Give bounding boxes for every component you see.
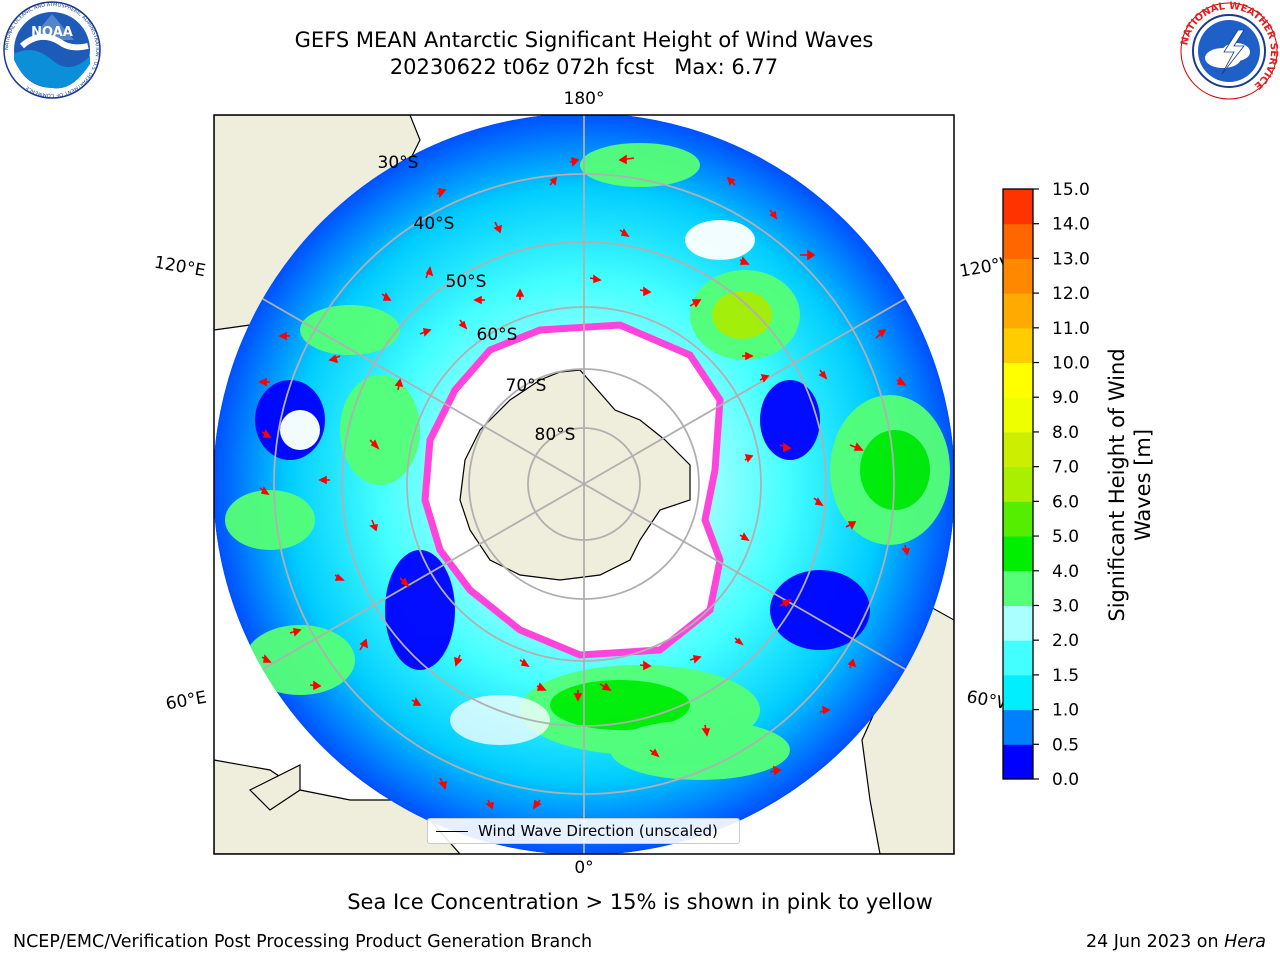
wave-arrow — [689, 655, 702, 664]
graticule — [214, 115, 954, 854]
wave-arrow — [369, 519, 379, 532]
antarctica-land — [459, 369, 691, 581]
nws-logo-icon: NATIONAL WEATHER SERVICE — [1179, 1, 1279, 100]
lat-label: 30°S — [378, 153, 419, 173]
wave-arrow — [800, 249, 816, 261]
wave-arrow — [744, 453, 754, 463]
noaa-logo-text: NOAA — [31, 25, 73, 40]
wave-height-field — [225, 143, 950, 780]
wave-arrow — [734, 637, 744, 646]
wave-arrow — [769, 209, 778, 220]
wave-arrow — [258, 377, 270, 387]
lat-label: 40°S — [414, 214, 455, 234]
footer-credit: NCEP/EMC/Verification Post Processing Pr… — [13, 932, 593, 952]
footer-host: Hera — [1224, 932, 1266, 952]
wave-arrow — [849, 442, 864, 451]
wave-arrow — [458, 319, 468, 330]
wave-arrow — [425, 266, 434, 279]
wave-arrow — [259, 486, 270, 496]
wave-arrow — [493, 221, 503, 234]
wave-arrow — [278, 331, 290, 341]
lon-label-120e: 120°E — [153, 253, 207, 282]
wave-arrow — [473, 295, 485, 305]
wave-arrow — [454, 654, 463, 667]
wave-arrow — [485, 799, 495, 810]
lon-label-60w: 60°W — [965, 687, 1015, 715]
lat-label: 70°S — [506, 376, 547, 396]
wave-arrow — [649, 748, 660, 758]
wave-arrow — [569, 156, 580, 167]
wave-arrow — [359, 638, 369, 651]
wave-arrow — [532, 799, 542, 810]
wave-arrow — [536, 682, 547, 691]
wave-arrow — [328, 354, 341, 364]
wave-arrow — [689, 299, 702, 308]
wave-arrow — [369, 439, 380, 450]
chart-subtitle: 20230622 t06z 072h fcst Max: 6.77 — [389, 55, 779, 79]
lon-label-0: 0° — [574, 858, 593, 878]
map-frame — [213, 114, 955, 855]
wave-arrow — [739, 532, 750, 542]
wave-arrow — [875, 328, 887, 339]
wave-arrow — [515, 288, 525, 300]
wave-arrow — [847, 658, 857, 669]
wave-arrow — [779, 598, 792, 608]
lat-label: 80°S — [535, 425, 576, 445]
wave-direction-arrows — [258, 154, 911, 810]
wave-arrow — [739, 256, 750, 265]
wave-arrow — [309, 680, 322, 691]
wave-arrow — [742, 351, 754, 361]
wave-arrow — [261, 654, 272, 663]
wave-arrow — [436, 188, 447, 198]
wave-arrow — [901, 544, 911, 556]
wave-arrow — [289, 628, 302, 637]
wave-arrow — [399, 577, 410, 588]
wave-arrow — [334, 573, 345, 581]
footer-date: 24 Jun 2023 on Hera — [1086, 932, 1266, 952]
lat-label: 60°S — [477, 325, 518, 345]
lon-label-120w: 120°W — [958, 252, 1019, 282]
legend-label: Wind Wave Direction (unscaled) — [478, 822, 718, 840]
wave-arrow — [619, 228, 630, 238]
madagascar-land — [248, 764, 301, 811]
vector-legend: Wind Wave Direction (unscaled) — [427, 818, 740, 844]
lat-label: 50°S — [446, 272, 487, 292]
wave-arrow — [701, 724, 711, 737]
lon-label-180: 180° — [564, 89, 605, 109]
wave-arrow — [519, 658, 530, 668]
wave-arrow — [759, 373, 770, 383]
wave-arrow — [381, 292, 392, 301]
wave-arrow — [818, 369, 828, 380]
wave-arrow — [769, 765, 782, 776]
wave-arrow — [261, 429, 272, 438]
lon-label-60e: 60°E — [164, 688, 208, 715]
wave-arrow — [419, 328, 432, 337]
wave-arrow — [813, 497, 824, 507]
wave-arrow — [618, 154, 635, 165]
sea-ice-note: Sea Ice Concentration > 15% is shown in … — [347, 890, 933, 914]
wave-arrow — [411, 697, 422, 706]
legend-line-swatch — [436, 830, 468, 832]
chart-title: GEFS MEAN Antarctic Significant Height o… — [294, 28, 874, 52]
wave-arrow — [318, 475, 330, 485]
wave-arrow — [573, 690, 583, 702]
wave-arrow — [845, 521, 857, 530]
wave-arrow — [394, 378, 404, 391]
wave-arrow — [639, 286, 652, 297]
wave-arrow — [896, 376, 907, 387]
wave-arrow — [599, 682, 612, 692]
footer-date-text: 24 Jun 2023 on — [1085, 932, 1225, 952]
wave-arrow — [639, 660, 652, 671]
wave-arrow — [779, 442, 792, 453]
wave-arrow — [438, 777, 447, 790]
noaa-logo-icon: NOAA NATIONAL OCEANIC AND ATMOSPHERIC AD… — [3, 1, 101, 99]
wave-arrow — [589, 274, 602, 284]
wave-arrow — [549, 176, 558, 186]
wave-arrow — [819, 705, 831, 715]
wave-arrow — [726, 176, 736, 186]
